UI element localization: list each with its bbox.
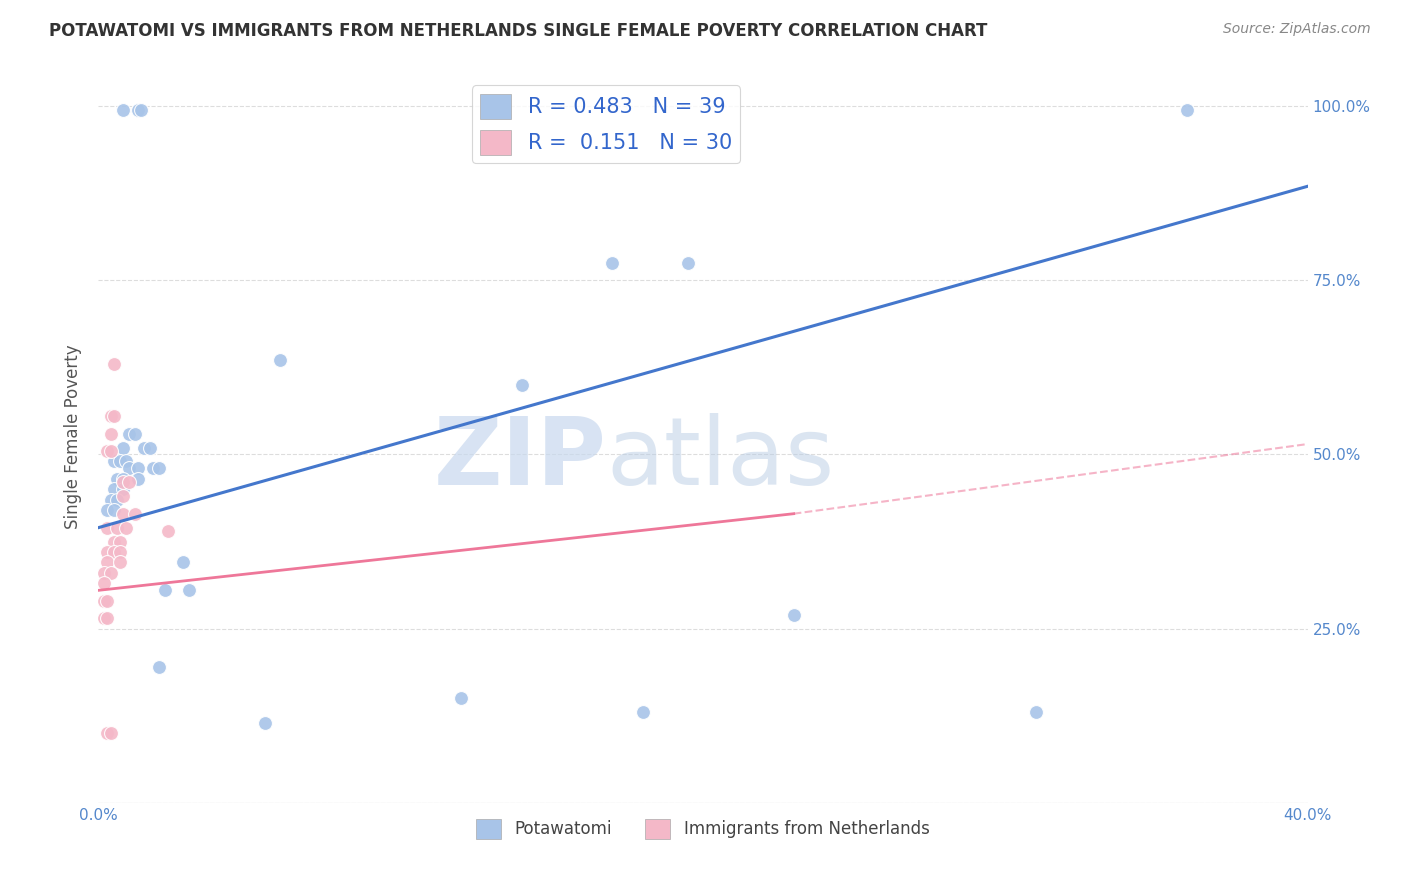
Legend: Potawatomi, Immigrants from Netherlands: Potawatomi, Immigrants from Netherlands — [470, 812, 936, 846]
Point — [103, 534, 125, 549]
Point — [118, 461, 141, 475]
Point — [118, 426, 141, 441]
Point — [100, 492, 122, 507]
Point — [96, 611, 118, 625]
Point — [124, 426, 146, 441]
Point — [114, 454, 136, 468]
Point — [103, 483, 125, 497]
Text: ZIP: ZIP — [433, 413, 606, 505]
Point — [114, 521, 136, 535]
Point — [108, 556, 131, 570]
Point — [105, 492, 128, 507]
Point — [93, 576, 115, 591]
Point — [481, 103, 503, 117]
Point — [108, 534, 131, 549]
Text: atlas: atlas — [606, 413, 835, 505]
Point — [100, 444, 122, 458]
Point — [96, 545, 118, 559]
Point — [105, 521, 128, 535]
Point — [127, 472, 149, 486]
Point — [103, 409, 125, 424]
Point — [111, 489, 134, 503]
Point — [100, 426, 122, 441]
Point — [96, 521, 118, 535]
Point — [108, 545, 131, 559]
Point — [602, 256, 624, 270]
Point — [1024, 705, 1046, 719]
Text: POTAWATOMI VS IMMIGRANTS FROM NETHERLANDS SINGLE FEMALE POVERTY CORRELATION CHAR: POTAWATOMI VS IMMIGRANTS FROM NETHERLAND… — [49, 22, 987, 40]
Point — [1175, 103, 1198, 117]
Point — [124, 507, 146, 521]
Point — [103, 545, 125, 559]
Point — [253, 715, 276, 730]
Point — [139, 441, 162, 455]
Point — [153, 583, 176, 598]
Point — [127, 461, 149, 475]
Point — [450, 691, 472, 706]
Point — [129, 103, 152, 117]
Point — [111, 441, 134, 455]
Point — [148, 660, 170, 674]
Point — [148, 461, 170, 475]
Point — [631, 705, 654, 719]
Point — [96, 556, 118, 570]
Point — [103, 454, 125, 468]
Point — [111, 475, 134, 490]
Point — [100, 409, 122, 424]
Point — [269, 353, 291, 368]
Point — [105, 472, 128, 486]
Point — [127, 103, 149, 117]
Point — [103, 503, 125, 517]
Point — [111, 507, 134, 521]
Point — [100, 726, 122, 740]
Point — [132, 441, 155, 455]
Point — [93, 611, 115, 625]
Point — [179, 583, 201, 598]
Point — [103, 357, 125, 371]
Point — [156, 524, 179, 538]
Point — [510, 377, 533, 392]
Point — [100, 566, 122, 580]
Point — [172, 556, 194, 570]
Y-axis label: Single Female Poverty: Single Female Poverty — [65, 345, 83, 529]
Text: Source: ZipAtlas.com: Source: ZipAtlas.com — [1223, 22, 1371, 37]
Point — [96, 594, 118, 608]
Point — [142, 461, 165, 475]
Point — [111, 472, 134, 486]
Point — [96, 444, 118, 458]
Point — [96, 726, 118, 740]
Point — [118, 475, 141, 490]
Point — [93, 566, 115, 580]
Point — [93, 594, 115, 608]
Point — [111, 103, 134, 117]
Point — [676, 256, 699, 270]
Point — [108, 454, 131, 468]
Point — [111, 483, 134, 497]
Point — [96, 503, 118, 517]
Point — [783, 607, 806, 622]
